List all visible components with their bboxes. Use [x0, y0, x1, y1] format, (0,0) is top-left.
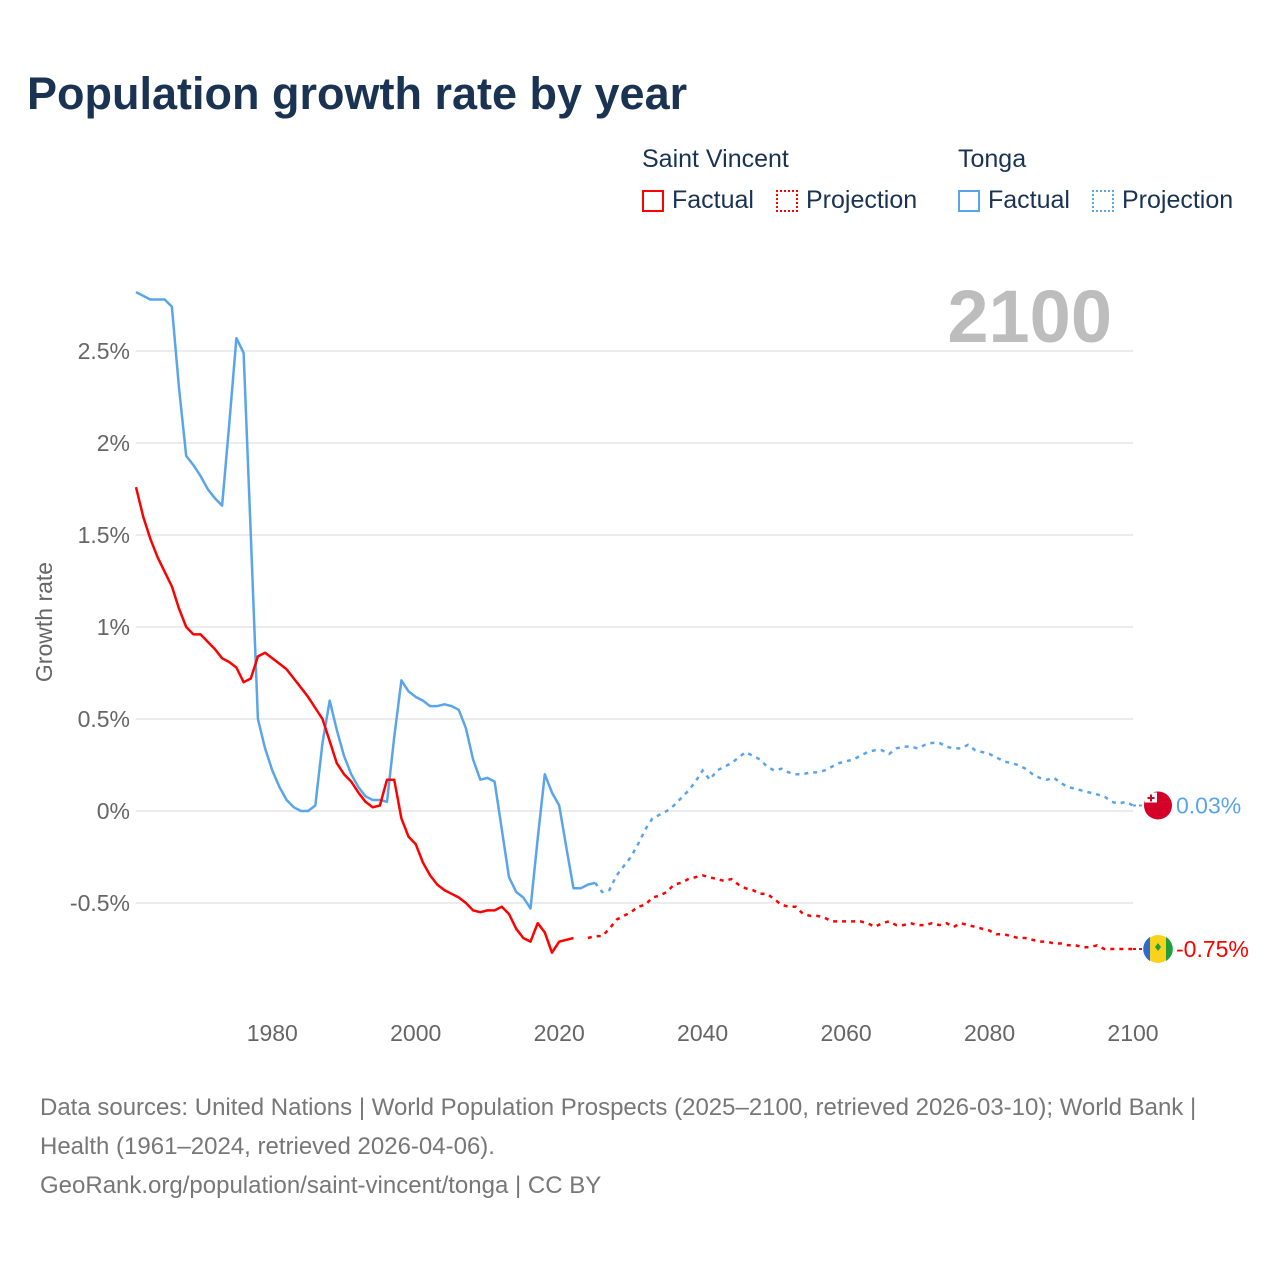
legend-tonga-projection[interactable]: Projection	[1092, 186, 1233, 215]
y-tick-label: 1.5%	[78, 522, 130, 548]
flag-green-band	[1166, 937, 1173, 961]
y-tick-label: 0.5%	[78, 706, 130, 732]
y-tick-label: 2.5%	[78, 338, 130, 364]
footer-link[interactable]: GeoRank.org/population/saint-vincent/ton…	[40, 1172, 602, 1199]
x-tick-label: 2080	[964, 1020, 1015, 1046]
x-tick-label: 1980	[247, 1020, 298, 1046]
end-value-label-tonga: 0.03%	[1176, 792, 1241, 818]
tonga-flag-cross	[1147, 794, 1155, 802]
x-tick-label: 2040	[677, 1020, 728, 1046]
legend-group-tonga: Tonga	[958, 145, 1027, 173]
legend-label: Factual	[672, 186, 754, 214]
legend-tonga-factual[interactable]: Factual	[958, 186, 1070, 215]
legend-swatch-dotted	[1092, 189, 1114, 212]
flag-blue-band	[1143, 937, 1150, 961]
legend-sv-projection[interactable]: Projection	[776, 186, 917, 215]
x-tick-label: 2060	[821, 1020, 872, 1046]
y-tick-label: 0%	[97, 798, 130, 824]
x-tick-label: 2100	[1107, 1020, 1158, 1046]
page-title: Population growth rate by year	[27, 68, 688, 119]
footer-sources: Data sources: United Nations | World Pop…	[40, 1094, 1197, 1160]
legend-sv-factual[interactable]: Factual	[642, 186, 754, 215]
current-year-label: 2100	[947, 275, 1112, 358]
line-tonga-factual	[135, 290, 596, 910]
legend-swatch-solid	[958, 189, 980, 212]
legend-swatch-solid	[642, 189, 664, 212]
legend-label: Projection	[1122, 186, 1234, 214]
end-value-label-saint-vincent: -0.75%	[1176, 936, 1249, 962]
y-axis-label: Growth rate	[31, 562, 57, 682]
line-saint-vincent-projection	[587, 874, 1133, 951]
legend-group-saint-vincent: Saint Vincent	[642, 145, 789, 173]
x-tick-label: 2000	[390, 1020, 441, 1046]
y-tick-label: 1%	[97, 614, 130, 640]
y-tick-label: -0.5%	[70, 890, 130, 916]
y-tick-label: 2%	[97, 430, 130, 456]
line-saint-vincent-factual	[134, 486, 574, 954]
line-tonga-projection	[594, 741, 1134, 894]
legend-label: Factual	[988, 186, 1070, 214]
legend-label: Projection	[806, 186, 918, 214]
x-tick-label: 2020	[534, 1020, 585, 1046]
legend-swatch-dotted	[776, 189, 798, 212]
flag-diamond	[1155, 943, 1161, 951]
data-sources: Data sources: United Nations | World Pop…	[40, 1088, 1240, 1205]
